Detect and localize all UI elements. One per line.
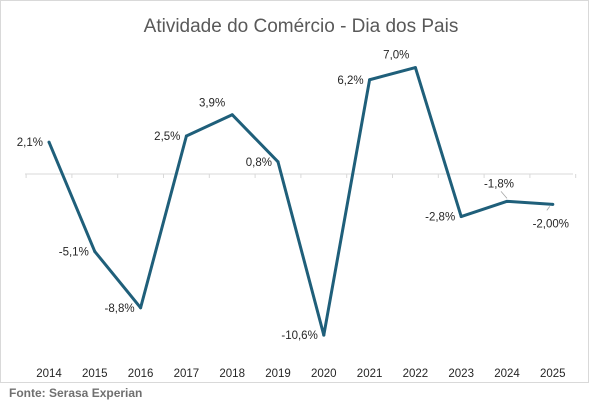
data-label: -2,00% — [533, 218, 569, 230]
data-label: 2,1% — [17, 137, 43, 149]
label-leader-line — [500, 191, 508, 199]
x-tick-label: 2022 — [403, 368, 429, 380]
x-tick-label: 2023 — [448, 368, 474, 380]
data-label: 3,9% — [199, 98, 225, 110]
data-point — [505, 199, 509, 203]
data-point — [184, 134, 188, 138]
x-tick-label: 2020 — [311, 368, 337, 380]
data-point — [47, 140, 51, 144]
x-tick-label: 2019 — [265, 368, 291, 380]
x-tick-label: 2024 — [494, 368, 520, 380]
label-leader-line — [546, 206, 551, 211]
data-label: -10,6% — [281, 330, 317, 342]
data-label: -5,1% — [59, 247, 89, 259]
data-point — [322, 333, 326, 337]
x-tick-label: 2017 — [174, 368, 200, 380]
data-point — [368, 78, 372, 82]
data-label: -8,8% — [105, 303, 135, 315]
data-point — [459, 215, 463, 219]
data-labels: 2,1% -5,1% -8,8% 2,5% 3,9% 0,8% -10,6% 6,2% 7,0%… — [17, 50, 569, 343]
data-point — [230, 113, 234, 117]
data-point — [139, 306, 143, 310]
data-point — [413, 66, 417, 70]
data-point — [276, 160, 280, 164]
data-point — [551, 202, 555, 206]
x-tick-label: 2021 — [357, 368, 383, 380]
data-label: -2,8% — [425, 212, 455, 224]
data-label: 0,8% — [246, 157, 272, 169]
chart-title: Atividade do Comércio - Dia dos Pais — [144, 16, 459, 37]
series-line — [47, 66, 553, 337]
data-label: -1,8% — [484, 178, 514, 190]
chart-frame: Atividade do Comércio - Dia dos Pais 2,1… — [0, 0, 589, 383]
data-label: 2,5% — [154, 131, 180, 143]
x-tick-label: 2014 — [36, 368, 62, 380]
x-tick-label: 2016 — [128, 368, 154, 380]
line-chart: Atividade do Comércio - Dia dos Pais 2,1… — [17, 16, 577, 380]
x-tick-labels: 2014 2015 2016 2017 2018 2019 2020 2021 2022 2023… — [36, 368, 565, 380]
data-label: 7,0% — [383, 50, 409, 62]
x-tick-label: 2018 — [219, 368, 245, 380]
data-point — [93, 250, 97, 254]
data-label: 6,2% — [337, 75, 363, 87]
series-line-group — [47, 66, 555, 337]
source-note: Fonte: Serasa Experian — [9, 386, 143, 400]
x-tick-label: 2015 — [82, 368, 108, 380]
x-tick-label: 2025 — [540, 368, 566, 380]
x-axis — [25, 173, 577, 178]
